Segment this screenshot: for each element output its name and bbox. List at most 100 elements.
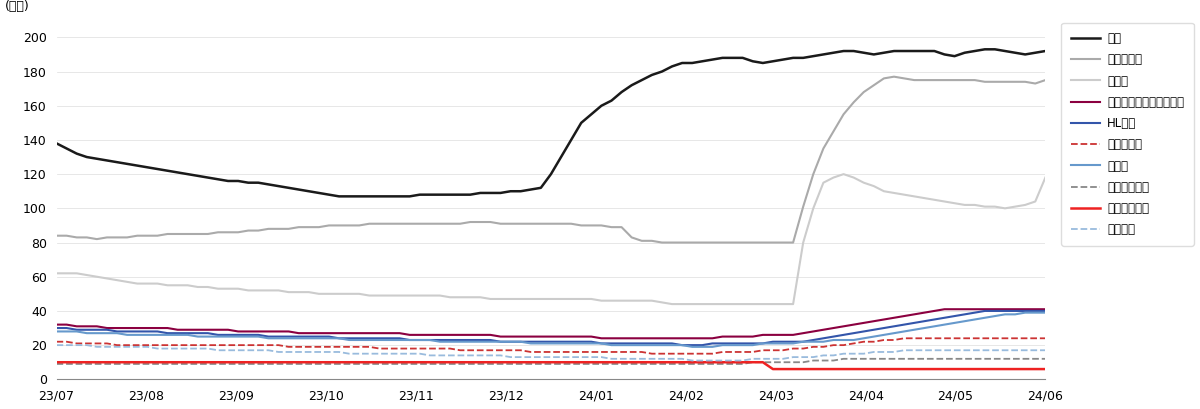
기아 (362, 194, 377, 199)
현대모비스 (544, 350, 558, 355)
현대위아 (312, 350, 326, 355)
한온시스템 (312, 225, 326, 229)
한국타이어앤테크놀로지 (937, 307, 952, 312)
현대차 (846, 175, 860, 180)
기아 (332, 194, 347, 199)
현대차 (312, 291, 326, 296)
Line: 현대위아: 현대위아 (56, 345, 1045, 360)
한온시스템 (655, 240, 670, 245)
에스엘 (312, 336, 326, 341)
HL만도 (574, 339, 588, 344)
현대글로비스 (281, 360, 295, 365)
현대위아 (352, 351, 366, 356)
Legend: 기아, 한온시스템, 현대차, 한국타이어앤테크놀로지, HL만도, 현대모비스, 에스엘, 현대오토에버, 현대글로비스, 현대위아: 기아, 한온시스템, 현대차, 한국타이어앤테크놀로지, HL만도, 현대모비스… (1061, 22, 1194, 246)
현대모비스 (352, 344, 366, 349)
현대오토에버 (352, 362, 366, 366)
현대차 (544, 297, 558, 301)
Line: 한국타이어앤테크놀로지: 한국타이어앤테크놀로지 (56, 309, 1045, 338)
현대위아 (544, 355, 558, 360)
한국타이어앤테크놀로지 (544, 334, 558, 339)
현대오토에버 (49, 362, 64, 366)
한온시스템 (887, 74, 901, 79)
현대차 (574, 297, 588, 301)
현대오토에버 (836, 356, 851, 361)
HL만도 (352, 336, 366, 341)
에스엘 (574, 341, 588, 346)
Line: 현대글로비스: 현대글로비스 (56, 362, 1045, 369)
현대위아 (574, 355, 588, 360)
Line: 기아: 기아 (56, 49, 1045, 196)
Line: 에스엘: 에스엘 (56, 312, 1045, 347)
현대오토에버 (1038, 356, 1052, 361)
현대위아 (836, 351, 851, 356)
현대차 (665, 302, 679, 307)
현대모비스 (896, 336, 911, 341)
기아 (554, 155, 569, 160)
한국타이어앤테크놀로지 (281, 329, 295, 334)
기아 (1038, 49, 1052, 54)
에스엘 (352, 337, 366, 342)
한국타이어앤테크놀로지 (836, 324, 851, 329)
현대모비스 (836, 343, 851, 348)
한국타이어앤테크놀로지 (594, 336, 608, 341)
HL만도 (674, 343, 689, 348)
기아 (836, 49, 851, 54)
현대차 (836, 172, 851, 177)
한국타이어앤테크놀로지 (574, 334, 588, 339)
한국타이어앤테크놀로지 (312, 331, 326, 336)
현대오토에버 (827, 358, 841, 363)
현대모비스 (574, 350, 588, 355)
에스엘 (1018, 310, 1032, 315)
HL만도 (1038, 308, 1052, 313)
기아 (978, 47, 992, 52)
현대오토에버 (574, 362, 588, 366)
한온시스템 (1038, 78, 1052, 83)
현대글로비스 (1038, 366, 1052, 371)
현대차 (49, 271, 64, 276)
에스엘 (49, 329, 64, 334)
현대글로비스 (574, 360, 588, 365)
현대글로비스 (544, 360, 558, 365)
현대모비스 (281, 344, 295, 349)
에스엘 (1038, 310, 1052, 315)
한온시스템 (544, 221, 558, 226)
Line: HL만도: HL만도 (56, 311, 1045, 345)
Y-axis label: (만주): (만주) (5, 0, 29, 13)
현대차 (281, 290, 295, 294)
한온시스템 (352, 223, 366, 228)
한국타이어앤테크놀로지 (1038, 307, 1052, 312)
에스엘 (685, 344, 700, 349)
기아 (49, 141, 64, 146)
에스엘 (281, 336, 295, 341)
현대모비스 (49, 339, 64, 344)
현대위아 (1038, 348, 1052, 353)
현대위아 (685, 358, 700, 363)
한온시스템 (49, 233, 64, 238)
Line: 현대오토에버: 현대오토에버 (56, 359, 1045, 364)
현대글로비스 (49, 360, 64, 365)
Line: 현대모비스: 현대모비스 (56, 338, 1045, 354)
기아 (584, 112, 599, 117)
HL만도 (312, 334, 326, 339)
HL만도 (978, 308, 992, 313)
현대글로비스 (836, 366, 851, 371)
한온시스템 (574, 223, 588, 228)
현대위아 (49, 343, 64, 348)
Line: 현대차: 현대차 (56, 174, 1045, 304)
현대모비스 (1038, 336, 1052, 341)
에스엘 (836, 337, 851, 342)
현대오토에버 (281, 362, 295, 366)
Line: 한온시스템: 한온시스템 (56, 76, 1045, 243)
한온시스템 (836, 112, 851, 117)
현대글로비스 (312, 360, 326, 365)
에스엘 (544, 341, 558, 346)
현대차 (1038, 175, 1052, 180)
기아 (312, 191, 326, 196)
현대모비스 (644, 351, 659, 356)
한국타이어앤테크놀로지 (49, 322, 64, 327)
현대오토에버 (544, 362, 558, 366)
현대글로비스 (766, 366, 780, 371)
현대차 (352, 291, 366, 296)
현대위아 (281, 350, 295, 355)
현대오토에버 (312, 362, 326, 366)
